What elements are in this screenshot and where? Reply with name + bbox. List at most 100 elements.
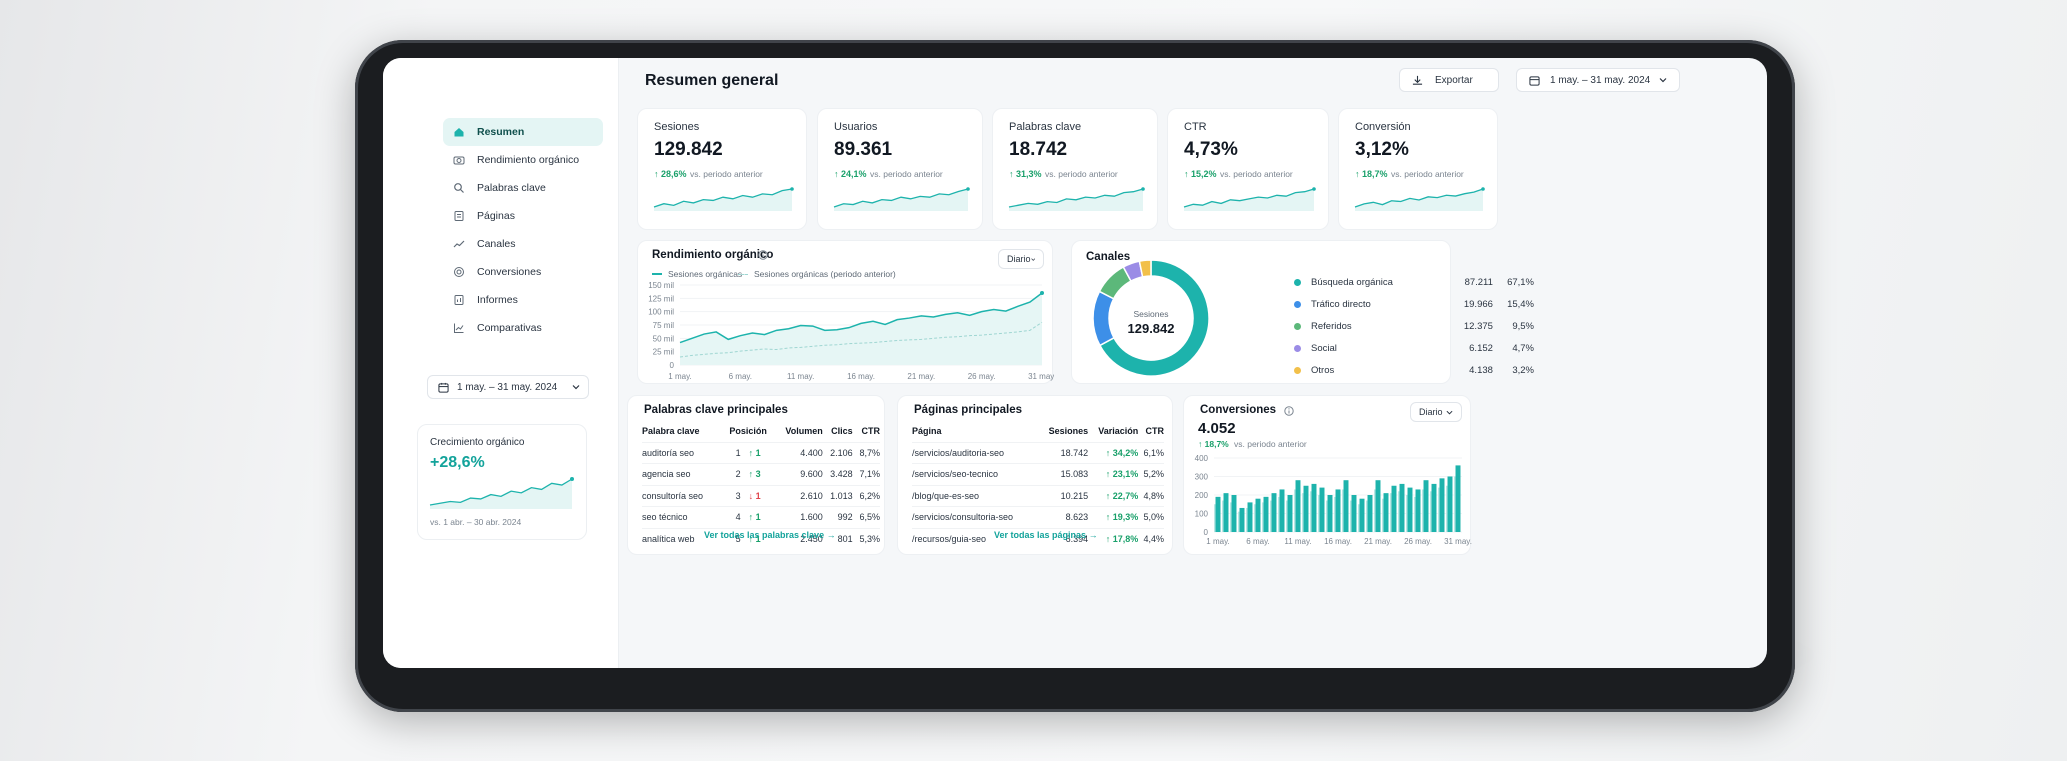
volume-cell: 2.610	[773, 484, 823, 507]
channel-legend-row: Otros 4.138 3,2%	[1294, 359, 1534, 381]
sidebar-item-6[interactable]: Conversiones	[443, 258, 603, 286]
page-cell: /servicios/seo-tecnico	[912, 463, 1039, 485]
all-keywords-link[interactable]: Ver todas las palabras clave →	[704, 530, 836, 540]
kpi-compare: vs. periodo anterior	[1045, 169, 1118, 179]
sidebar-item-2[interactable]: Rendimiento orgánico	[443, 146, 603, 174]
volume-cell: 4.400	[773, 441, 823, 464]
bar	[1303, 485, 1309, 532]
donut-slice	[1138, 259, 1152, 278]
conversions-granularity-dropdown[interactable]: Diario	[1410, 402, 1462, 422]
bar	[1367, 495, 1373, 532]
table-row[interactable]: /servicios/consultoria-seo 8.623 ↑ 19,3% 5,…	[912, 506, 1164, 528]
table-row[interactable]: analítica web 5 ↑ 1 2.450 801 5,3%	[642, 527, 880, 550]
bar	[1279, 489, 1285, 532]
sidebar-item-7[interactable]: Informes	[443, 286, 603, 314]
y-tick-label: 100	[1195, 510, 1209, 519]
growth-card: Crecimiento orgánico +28,6% vs. 1 abr. –…	[417, 424, 587, 540]
chevron-down-icon	[1659, 78, 1667, 83]
bar	[1455, 465, 1461, 532]
column-header: Posición	[729, 425, 767, 436]
donut-slice	[1098, 259, 1210, 377]
table-row[interactable]: auditoría seo 1 ↑ 1 4.400 2.106 8,7%	[642, 441, 880, 464]
sidebar-item-8[interactable]: Comparativas	[443, 314, 603, 342]
kpi-card: Conversión 3,12% ↑ 18,7% vs. periodo anteri…	[1338, 108, 1498, 230]
variation-value: 17,8%	[1112, 534, 1139, 544]
organic-granularity-dropdown[interactable]: Diario	[998, 249, 1044, 269]
all-pages-link[interactable]: Ver todas las páginas →	[994, 530, 1098, 540]
channels-title: Canales	[1086, 251, 1131, 263]
kpi-change: ↑ 15,2%	[1184, 169, 1217, 179]
table-row[interactable]: /servicios/auditoria-seo 18.742 ↑ 34,2% 6,1…	[912, 441, 1164, 464]
conversions-value: 4.052	[1198, 420, 1236, 437]
table-row[interactable]: agencia seo 2 ↑ 3 9.600 3.428 7,1%	[642, 463, 880, 485]
channel-value: 6.152	[1469, 342, 1493, 354]
channel-value: 19.966	[1463, 298, 1493, 310]
pages-title: Páginas principales	[914, 404, 1023, 416]
table-row[interactable]: consultoría seo 3 ↓ 1 2.610 1.013 6,2%	[642, 484, 880, 507]
bar	[1215, 496, 1221, 532]
pages-card: Páginas principales Página Sesiones Variac…	[897, 395, 1173, 555]
sidebar-nav: Resumen Rendimiento orgánico Palabras clav…	[443, 118, 603, 342]
table-row[interactable]: /blog/que-es-seo 10.215 ↑ 22,7% 4,8%	[912, 484, 1164, 507]
y-tick-label: 300	[1195, 473, 1209, 482]
sidebar-item-4[interactable]: Páginas	[443, 202, 603, 230]
info-icon	[1284, 406, 1294, 416]
kpi-card: CTR 4,73% ↑ 15,2% vs. periodo anterior	[1167, 108, 1329, 230]
kpi-change: ↑ 18,7%	[1355, 169, 1388, 179]
ctr-cell: 6,5%	[852, 506, 880, 528]
arrow-up-icon: ↑	[748, 469, 756, 480]
growth-line	[429, 478, 573, 506]
organic-line-chart: 0 25 mil 50 mil 75 mil 100 mil 125 mil 150 mil…	[648, 281, 1054, 381]
bar	[1447, 476, 1453, 532]
all-pages-label: Ver todas las páginas	[994, 530, 1087, 540]
sidebar-item-label: Palabras clave	[477, 182, 546, 194]
kpi-sparkline	[1183, 187, 1316, 211]
channel-pct: 4,7%	[1512, 342, 1534, 354]
table-row[interactable]: seo técnico 4 ↑ 1 1.600 992 6,5%	[642, 506, 880, 528]
sidebar-item-3[interactable]: Palabras clave	[443, 174, 603, 202]
keyword-cell: seo técnico	[642, 506, 724, 528]
sidebar-item-label: Comparativas	[477, 322, 542, 334]
keywords-title: Palabras clave principales	[644, 404, 788, 416]
donut-center-value: 129.842	[1127, 321, 1175, 336]
date-range-picker[interactable]: 1 may. – 31 may. 2024	[1516, 68, 1680, 92]
ctr-cell: 4,8%	[1138, 484, 1164, 507]
kpi-sparkline	[1354, 187, 1485, 211]
kpi-compare: vs. periodo anterior	[690, 169, 763, 179]
sessions-cell: 18.742	[1038, 441, 1089, 464]
legend-current: Sesiones orgánicas	[652, 269, 742, 279]
arrow-up-icon: ↑	[1105, 490, 1113, 501]
export-label: Exportar	[1435, 74, 1473, 86]
table-row[interactable]: /recursos/guia-seo 6.394 ↑ 17,8% 4,4%	[912, 527, 1164, 550]
position-change: 1	[755, 512, 761, 523]
calendar-icon	[438, 382, 449, 393]
sparkline-end-point	[966, 187, 970, 191]
sidebar-date-picker[interactable]: 1 may. – 31 may. 2024	[427, 375, 589, 399]
position-cell: 5 ↑ 1	[723, 527, 774, 550]
table-row[interactable]: /servicios/seo-tecnico 15.083 ↑ 23,1% 5,2%	[912, 463, 1164, 485]
channel-name: Otros	[1311, 364, 1335, 376]
organic-dropdown-label: Diario	[1007, 254, 1031, 264]
kpi-value: 3,12%	[1355, 139, 1409, 160]
kpi-change-value: 24,1%	[841, 169, 867, 179]
clicks-cell: 801	[822, 527, 853, 550]
bar	[1423, 480, 1429, 532]
ctr-cell: 5,2%	[1138, 463, 1164, 485]
sidebar-item-label: Informes	[477, 294, 518, 306]
channel-value: 4.138	[1469, 364, 1493, 376]
volume-cell: 9.600	[773, 463, 823, 485]
arrow-right-icon: →	[1088, 530, 1098, 540]
x-tick-label: 16 may.	[847, 372, 875, 381]
sidebar-item-5[interactable]: Canales	[443, 230, 603, 258]
bar	[1343, 480, 1349, 532]
keyword-cell: consultoría seo	[642, 484, 724, 507]
position-value: 2	[735, 469, 741, 480]
sidebar-item-label: Resumen	[477, 126, 525, 138]
export-button[interactable]: Exportar	[1399, 68, 1499, 92]
channel-legend-row: Búsqueda orgánica 87.211 67,1%	[1294, 271, 1534, 293]
sidebar-item-1[interactable]: Resumen	[443, 118, 603, 146]
all-keywords-label: Ver todas las palabras clave	[704, 530, 825, 540]
kpi-change-value: 18,7%	[1362, 169, 1388, 179]
chart-icon	[454, 323, 464, 333]
bar	[1391, 485, 1397, 532]
